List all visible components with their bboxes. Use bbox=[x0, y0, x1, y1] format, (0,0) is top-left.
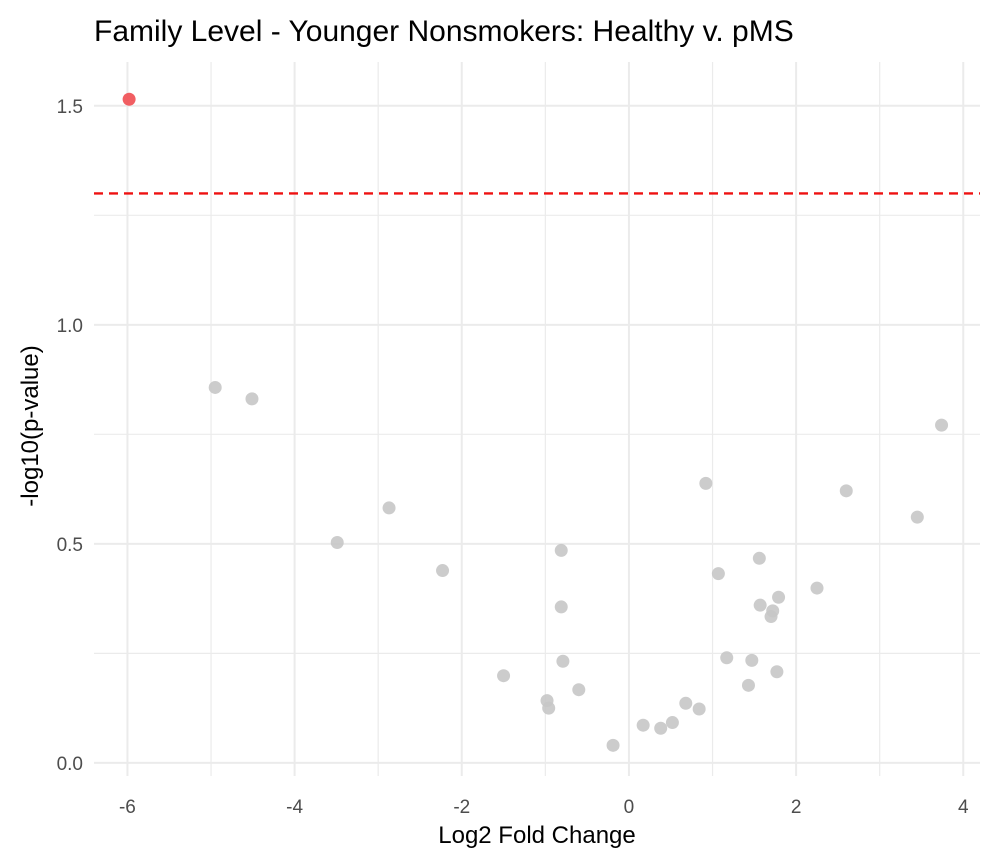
x-tick-label: -4 bbox=[286, 797, 303, 818]
data-point bbox=[935, 418, 949, 432]
data-point bbox=[382, 501, 396, 515]
x-tick-label: -6 bbox=[119, 797, 136, 818]
data-point bbox=[497, 669, 511, 683]
y-tick-label: 1.5 bbox=[57, 97, 83, 118]
significant-point bbox=[122, 92, 136, 106]
grid bbox=[94, 62, 980, 776]
data-point bbox=[208, 380, 222, 394]
data-point bbox=[245, 392, 259, 406]
data-point bbox=[330, 536, 344, 550]
y-tick-label: 0.5 bbox=[57, 535, 83, 556]
data-point bbox=[572, 683, 586, 697]
data-point bbox=[741, 678, 755, 692]
data-point bbox=[554, 600, 568, 614]
data-point bbox=[654, 721, 668, 735]
data-point bbox=[692, 702, 706, 716]
points-layer bbox=[122, 92, 949, 752]
data-point bbox=[699, 476, 713, 490]
data-point bbox=[745, 653, 759, 667]
x-axis-label: Log2 Fold Change bbox=[438, 822, 635, 849]
data-point bbox=[636, 718, 650, 732]
data-point bbox=[753, 598, 767, 612]
data-point bbox=[910, 510, 924, 524]
y-tick-label: 0.0 bbox=[57, 754, 83, 775]
data-point bbox=[766, 604, 780, 618]
data-point bbox=[810, 581, 824, 595]
y-axis-label: -log10(p-value) bbox=[17, 345, 44, 506]
x-tick-label: 4 bbox=[958, 797, 969, 818]
data-point bbox=[752, 551, 766, 565]
y-tick-label: 1.0 bbox=[57, 316, 83, 337]
data-point bbox=[720, 651, 734, 665]
x-tick-label: 0 bbox=[624, 797, 635, 818]
data-point bbox=[554, 543, 568, 557]
data-point bbox=[436, 564, 450, 578]
data-point bbox=[839, 484, 853, 498]
data-point bbox=[679, 696, 693, 710]
data-point bbox=[542, 701, 556, 715]
data-point bbox=[606, 738, 620, 752]
y-axis-ticks: 0.0 0.5 1.0 1.5 bbox=[57, 97, 83, 775]
data-point bbox=[772, 590, 786, 604]
x-tick-label: -2 bbox=[453, 797, 470, 818]
data-point bbox=[665, 716, 679, 730]
x-tick-label: 2 bbox=[791, 797, 802, 818]
data-point bbox=[711, 567, 725, 581]
chart-title: Family Level - Younger Nonsmokers: Healt… bbox=[94, 15, 794, 48]
x-axis-ticks: -6 -4 -2 0 2 4 bbox=[119, 797, 969, 818]
data-point bbox=[556, 654, 570, 668]
data-point bbox=[770, 665, 784, 679]
